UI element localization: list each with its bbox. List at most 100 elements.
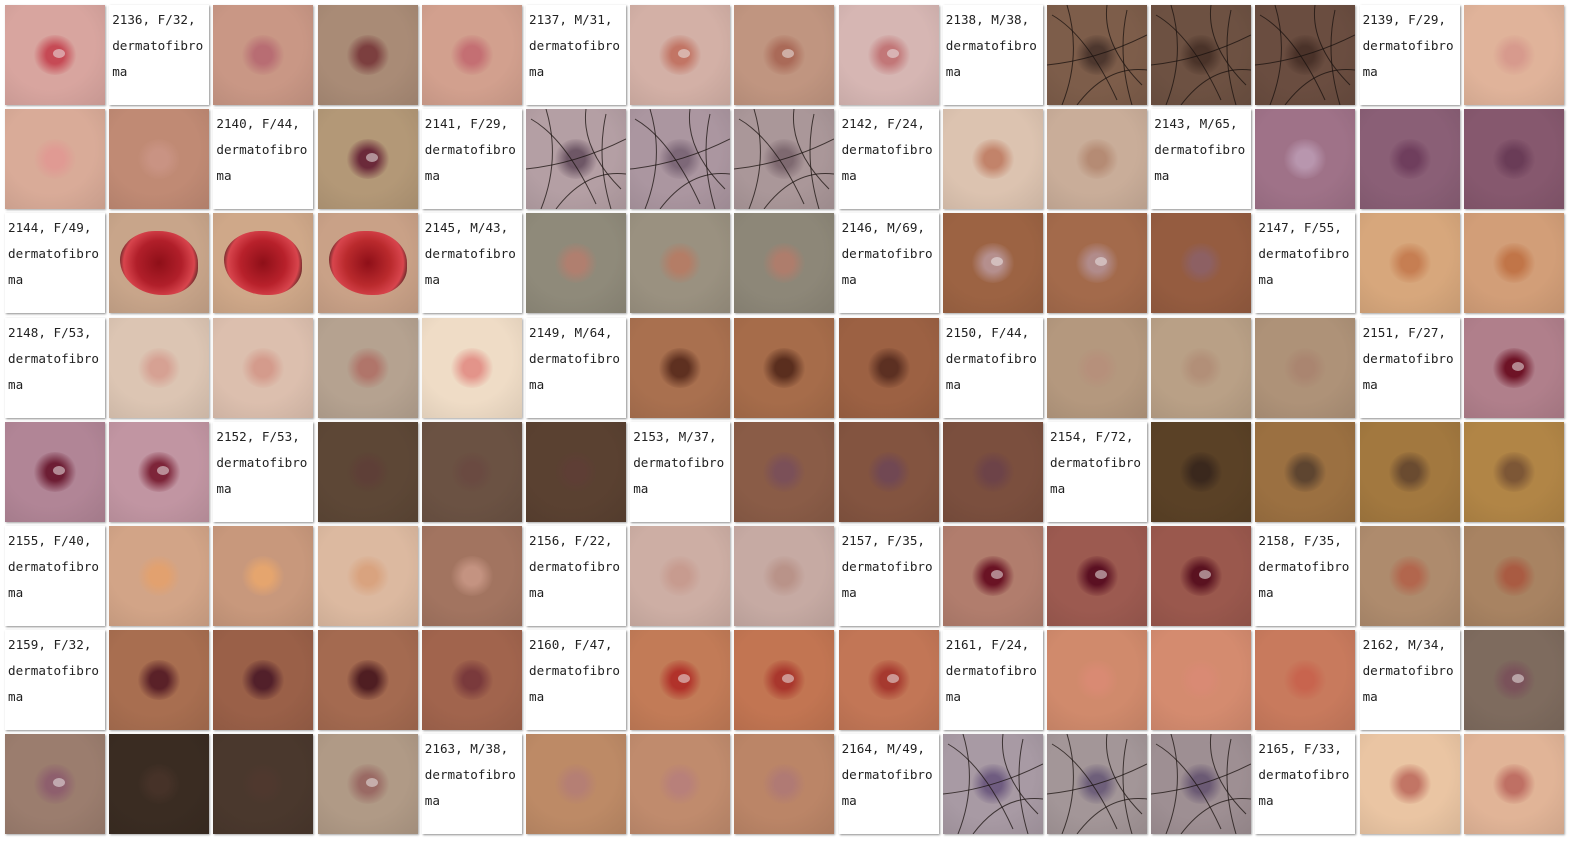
lesion-spot: [241, 347, 286, 388]
hair-strands: [1047, 734, 1147, 835]
case-label-text: 2141, F/29, dermatofibroma: [424, 116, 516, 184]
lesion-photo-tile: [1151, 5, 1252, 105]
case-label-tile: 2160, F/47, dermatofibroma: [526, 630, 626, 731]
lesion-spot: [449, 347, 494, 388]
lesion-photo-tile: [1255, 317, 1356, 418]
lesion-spot: [1491, 451, 1536, 492]
lesion-spot: [1075, 660, 1119, 701]
lesion-spot: [1179, 243, 1224, 284]
lesion-photo-tile: [1047, 5, 1147, 105]
lesion-photo-tile: [1255, 421, 1356, 522]
lesion-spot: [1387, 556, 1432, 596]
case-label-tile: 2137, M/31, dermatofibroma: [526, 5, 626, 105]
lesion-photo-tile: [213, 5, 314, 105]
lesion-photo-tile: [1151, 734, 1252, 835]
lesion-photo-tile: [942, 421, 1043, 522]
lesion-photo-tile: [838, 317, 939, 418]
lesion-photo-tile: [1463, 213, 1564, 314]
case-label-text: 2162, M/34, dermatofibroma: [1362, 637, 1454, 705]
case-label-tile: 2148, F/53, dermatofibroma: [5, 317, 105, 418]
lesion-spot: [1491, 35, 1536, 75]
case-label-text: 2144, F/49, dermatofibroma: [8, 220, 99, 288]
case-label-text: 2159, F/32, dermatofibroma: [8, 637, 99, 705]
lesion-spot: [449, 556, 494, 596]
case-label-text: 2158, F/35, dermatofibroma: [1258, 533, 1350, 600]
case-label-text: 2157, F/35, dermatofibroma: [841, 533, 933, 600]
case-label-text: 2161, F/24, dermatofibroma: [945, 637, 1037, 705]
case-label-tile: 2153, M/37, dermatofibroma: [630, 421, 731, 522]
lesion-spot: [762, 347, 807, 388]
lesion-spot: [658, 243, 703, 284]
case-label-text: 2156, F/22, dermatofibroma: [529, 533, 620, 600]
lesion-photo-tile: [317, 734, 418, 835]
lesion-photo-tile: [213, 213, 314, 314]
lesion-spot: [137, 139, 182, 180]
case-label-text: 2163, M/38, dermatofibroma: [424, 741, 516, 809]
lesion-spot: [1283, 347, 1328, 388]
case-label-tile: 2136, F/32, dermatofibroma: [109, 5, 210, 105]
lesion-spot: [1179, 660, 1224, 701]
lesion-photo-tile: [526, 421, 626, 522]
lesion-photo-tile: [109, 213, 210, 314]
lesion-photo-tile: [317, 213, 418, 314]
lesion-spot: [345, 660, 390, 701]
lesion-spot: [1387, 243, 1432, 284]
scale-highlight: [678, 49, 691, 58]
lesion-spot: [241, 764, 286, 805]
scale-highlight: [886, 49, 899, 58]
lesion-spot: [449, 35, 494, 75]
scale-highlight: [990, 570, 1003, 579]
lesion-spot: [137, 764, 182, 805]
lesion-photo-tile: [1151, 630, 1252, 731]
lesion-photo-tile: [1463, 5, 1564, 105]
case-label-tile: 2164, M/49, dermatofibroma: [838, 734, 939, 835]
hair-strands: [1151, 5, 1252, 105]
lesion-photo-tile: [838, 5, 939, 105]
case-label-text: 2138, M/38, dermatofibroma: [945, 12, 1037, 79]
case-label-tile: 2146, M/69, dermatofibroma: [838, 213, 939, 314]
lesion-spot: [328, 231, 407, 296]
case-label-text: 2142, F/24, dermatofibroma: [841, 116, 933, 184]
scale-highlight: [157, 465, 170, 475]
scale-highlight: [782, 674, 795, 684]
lesion-spot: [1283, 451, 1328, 492]
lesion-spot: [241, 35, 286, 75]
case-label-tile: 2141, F/29, dermatofibroma: [421, 109, 522, 210]
lesion-spot: [449, 451, 494, 492]
case-label-tile: 2162, M/34, dermatofibroma: [1359, 630, 1460, 731]
scale-highlight: [990, 257, 1003, 267]
lesion-photo-tile: [1463, 421, 1564, 522]
lesion-photo-tile: [1255, 630, 1356, 731]
lesion-photo-tile: [213, 630, 314, 731]
lesion-photo-tile: [421, 5, 522, 105]
lesion-spot: [658, 556, 703, 596]
scale-highlight: [678, 674, 691, 684]
lesion-spot: [1283, 139, 1328, 180]
hair-strands: [1255, 5, 1356, 105]
lesion-spot: [762, 243, 807, 284]
case-label-tile: 2152, F/53, dermatofibroma: [213, 421, 314, 522]
lesion-photo-tile: [213, 734, 314, 835]
lesion-photo-tile: [838, 421, 939, 522]
lesion-spot: [554, 243, 598, 284]
lesion-photo-tile: [317, 109, 418, 210]
lesion-photo-tile: [734, 5, 835, 105]
lesion-spot: [1387, 764, 1432, 805]
scale-highlight: [1199, 570, 1212, 579]
case-label-text: 2150, F/44, dermatofibroma: [945, 324, 1037, 392]
lesion-spot: [449, 660, 494, 701]
hair-strands: [1047, 5, 1147, 105]
scale-highlight: [53, 465, 65, 475]
scale-highlight: [886, 674, 899, 684]
lesion-spot: [1491, 556, 1536, 596]
lesion-photo-tile: [942, 526, 1043, 626]
lesion-photo-tile: [213, 317, 314, 418]
lesion-photo-tile: [630, 526, 731, 626]
lesion-spot: [137, 556, 182, 596]
scale-highlight: [365, 153, 378, 163]
lesion-photo-tile: [317, 526, 418, 626]
case-label-text: 2148, F/53, dermatofibroma: [8, 324, 99, 392]
scale-highlight: [1095, 570, 1107, 579]
lesion-spot: [866, 451, 911, 492]
lesion-photo-tile: [421, 630, 522, 731]
